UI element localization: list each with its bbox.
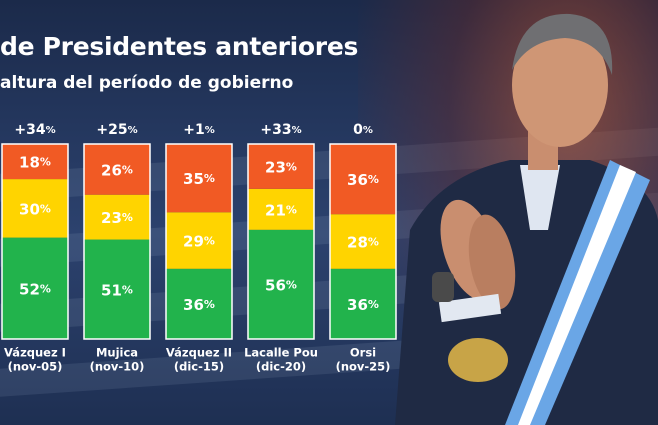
bar-segment-approve xyxy=(248,229,314,339)
bar-segment-neutral xyxy=(84,194,150,240)
bar-value-disapprove: 35% xyxy=(183,170,215,188)
category-period-label: (nov-05) xyxy=(8,360,63,374)
bar-value-disapprove: 36% xyxy=(347,171,379,189)
chart-title: de Presidentes anteriores xyxy=(0,32,359,61)
bar-segment-neutral xyxy=(2,179,68,238)
bar-value-neutral: 23% xyxy=(101,209,133,227)
net-balance-label: 0% xyxy=(353,122,373,138)
bar-outline xyxy=(1,143,69,340)
net-balance-label: +33% xyxy=(260,122,301,138)
bar-segment-neutral xyxy=(330,214,396,269)
bar-outline xyxy=(329,143,397,340)
bar-outline xyxy=(247,143,315,340)
bar-value-neutral: 30% xyxy=(19,200,51,218)
bar-value-approve: 52% xyxy=(19,280,51,298)
chart-subtitle: altura del período de gobierno xyxy=(0,73,294,93)
bar-segment-approve xyxy=(330,268,396,339)
category-name-label: Vázquez I xyxy=(4,346,66,360)
category-name-label: Lacalle Pou xyxy=(244,346,318,360)
bar-value-approve: 51% xyxy=(101,281,133,299)
net-balance-label: +1% xyxy=(183,122,215,138)
bar-value-neutral: 28% xyxy=(347,233,379,251)
bar-segment-approve xyxy=(2,237,68,339)
bar-outline xyxy=(83,143,151,340)
bar-value-disapprove: 26% xyxy=(101,161,133,179)
bar-value-approve: 56% xyxy=(265,276,297,294)
bar-segment-disapprove xyxy=(166,144,232,213)
bar-value-neutral: 29% xyxy=(183,232,215,250)
category-period-label: (dic-20) xyxy=(256,360,306,374)
bar-value-neutral: 21% xyxy=(265,201,297,219)
bar-value-approve: 36% xyxy=(347,295,379,313)
bar-outline xyxy=(165,143,233,340)
net-balance-label: +34% xyxy=(14,122,55,138)
bar-value-approve: 36% xyxy=(183,295,215,313)
bar-segment-disapprove xyxy=(2,144,68,180)
bar-segment-approve xyxy=(84,239,150,339)
category-name-label: Vázquez II xyxy=(166,346,232,360)
bar-segment-disapprove xyxy=(84,144,150,195)
bar-segment-disapprove xyxy=(330,144,396,215)
bar-segment-approve xyxy=(166,268,232,339)
bar-segment-neutral xyxy=(166,212,232,269)
category-period-label: (nov-25) xyxy=(336,360,391,374)
category-period-label: (dic-15) xyxy=(174,360,224,374)
bar-segment-neutral xyxy=(248,188,314,230)
bar-value-disapprove: 23% xyxy=(265,158,297,176)
bar-value-disapprove: 18% xyxy=(19,153,51,171)
category-name-label: Mujica xyxy=(96,346,138,360)
bar-segment-disapprove xyxy=(248,144,314,189)
category-period-label: (nov-10) xyxy=(90,360,145,374)
category-name-label: Orsi xyxy=(350,346,376,360)
net-balance-label: +25% xyxy=(96,122,137,138)
